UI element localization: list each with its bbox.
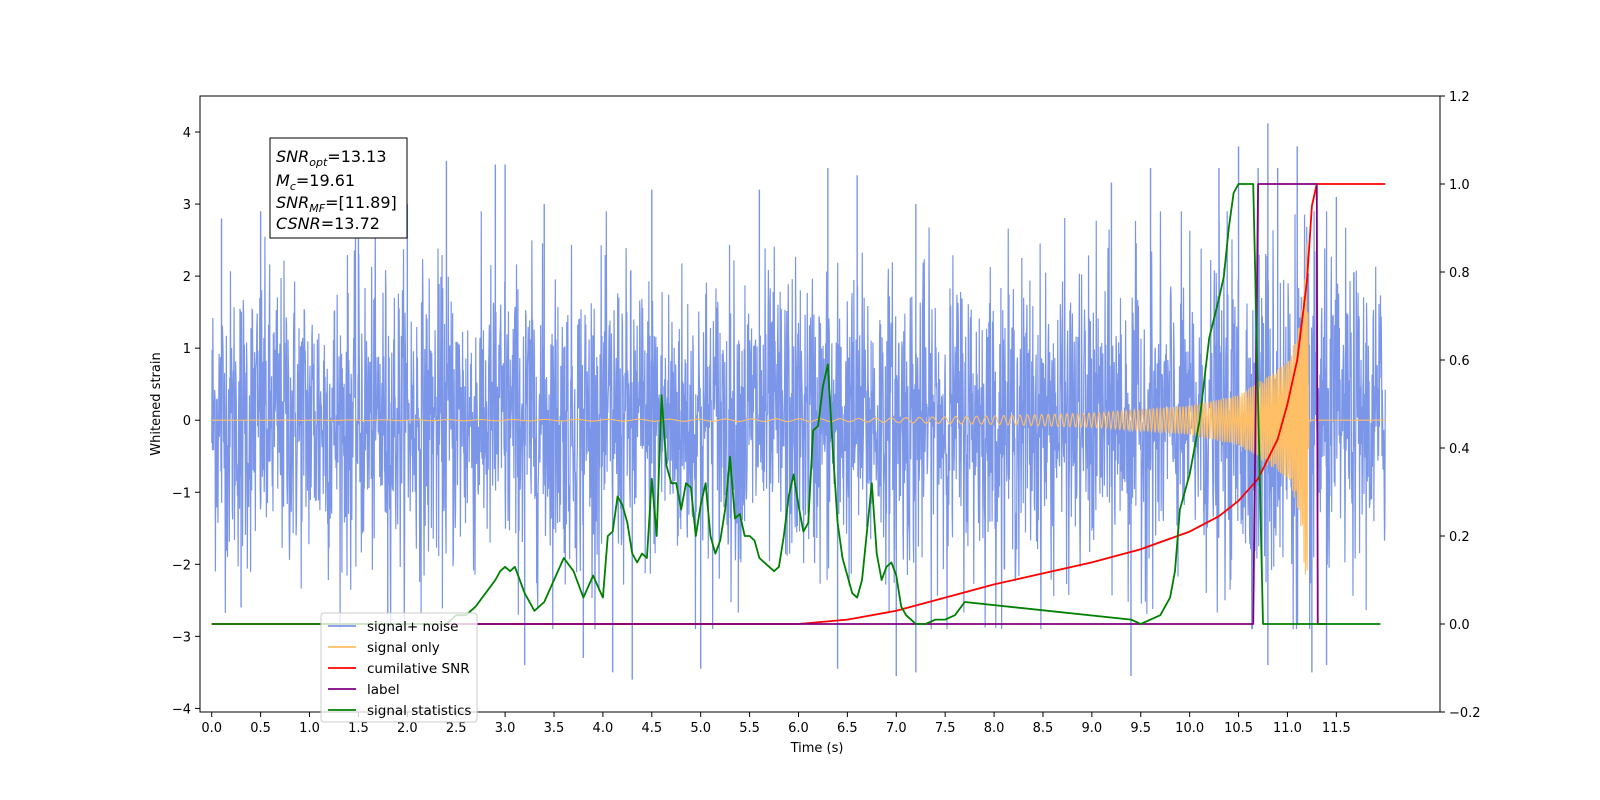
y-left-tick-label: −2 <box>172 558 191 573</box>
y-axis-label: Whitened strain <box>149 352 164 455</box>
series-group <box>211 123 1386 680</box>
x-tick-label: 7.5 <box>935 721 956 736</box>
y-left-tick-label: 4 <box>183 126 191 141</box>
x-axis-label: Time (s) <box>790 741 844 756</box>
y-left-tick-label: −3 <box>172 630 191 645</box>
series-signal-statistics-line <box>211 183 1381 625</box>
annotation-csnr: CSNR=13.72 <box>276 214 380 233</box>
series-cumulative-snr-line <box>211 183 1386 625</box>
csnr-symbol: CSNR <box>276 214 321 233</box>
x-tick-label: 8.5 <box>1033 721 1054 736</box>
y-right-tick-label: 0.6 <box>1449 354 1470 369</box>
legend: signal+ noise signal only cumilative SNR la… <box>320 612 478 723</box>
annotation-snr-opt: SNRopt=13.13 <box>276 147 387 169</box>
x-tick-label: 3.0 <box>495 721 516 736</box>
x-tick-label: 1.5 <box>348 721 369 736</box>
x-tick-label: 11.5 <box>1322 721 1351 736</box>
x-axis: 0.0 0.5 1.0 1.5 2.0 2.5 3.0 3.5 4.0 4.5 5.0 5.5 6.0 6… <box>201 712 1351 736</box>
snr-opt-value: =13.13 <box>327 147 386 166</box>
x-tick-label: 10.5 <box>1224 721 1253 736</box>
y-right-tick-label: −0.2 <box>1449 706 1481 721</box>
legend-label: label <box>367 682 400 698</box>
x-tick-label: 9.0 <box>1082 721 1103 736</box>
x-tick-label: 4.0 <box>593 721 614 736</box>
x-tick-label: 4.5 <box>641 721 662 736</box>
x-tick-label: 0.5 <box>250 721 271 736</box>
x-tick-label: 6.5 <box>837 721 858 736</box>
series-signal-only-line <box>211 243 1386 575</box>
x-tick-label: 2.0 <box>397 721 418 736</box>
x-tick-label: 7.0 <box>886 721 907 736</box>
x-tick-label: 6.0 <box>788 721 809 736</box>
mc-subscript: c <box>290 180 296 193</box>
y-axis-right: 1.2 1.0 0.8 0.6 0.4 0.2 0.0 −0.2 <box>1440 90 1481 721</box>
mc-symbol: M <box>276 171 290 190</box>
y-left-tick-label: −1 <box>172 486 191 501</box>
x-tick-label: 8.0 <box>984 721 1005 736</box>
annotation-mc: Mc=19.61 <box>276 171 355 193</box>
y-right-tick-label: 0.8 <box>1449 266 1470 281</box>
y-left-tick-label: −4 <box>172 702 191 717</box>
snr-opt-subscript: opt <box>309 156 328 169</box>
legend-label: signal+ noise <box>367 619 458 635</box>
y-left-tick-label: 3 <box>183 198 191 213</box>
x-tick-label: 3.5 <box>544 721 565 736</box>
legend-label: cumilative SNR <box>367 661 470 677</box>
mc-value: =19.61 <box>296 171 355 190</box>
y-right-tick-label: 1.2 <box>1449 90 1470 105</box>
series-layer <box>211 123 1386 680</box>
y-axis-left: 4 3 2 1 0 −1 −2 −3 −4 <box>172 126 200 717</box>
x-tick-label: 5.5 <box>739 721 760 736</box>
snr-mf-symbol: SNR <box>276 193 309 212</box>
legend-frame <box>320 612 478 723</box>
legend-label: signal statistics <box>367 703 471 719</box>
x-tick-label: 5.0 <box>690 721 711 736</box>
snr-mf-subscript: MF <box>309 202 325 215</box>
y-right-tick-label: 0.0 <box>1449 618 1470 633</box>
y-right-tick-label: 0.4 <box>1449 442 1470 457</box>
y-left-tick-label: 2 <box>183 270 191 285</box>
plot-frame <box>199 95 1441 713</box>
x-tick-label: 0.0 <box>201 721 222 736</box>
annotation-snr-mf: SNRMF=[11.89] <box>276 193 397 215</box>
x-tick-label: 2.5 <box>446 721 467 736</box>
y-left-tick-label: 0 <box>183 414 191 429</box>
y-left-tick-label: 1 <box>183 342 191 357</box>
snr-opt-symbol: SNR <box>276 147 309 166</box>
y-right-tick-label: 1.0 <box>1449 178 1470 193</box>
x-tick-label: 1.0 <box>299 721 320 736</box>
x-tick-label: 11.0 <box>1273 721 1302 736</box>
y-right-tick-label: 0.2 <box>1449 530 1470 545</box>
snr-mf-value: =[11.89] <box>325 193 397 212</box>
x-tick-label: 9.5 <box>1130 721 1151 736</box>
annotation-box: SNRopt=13.13 Mc=19.61 SNRMF=[11.89] CSNR… <box>269 137 408 239</box>
csnr-value: =13.72 <box>321 214 380 233</box>
legend-label: signal only <box>367 640 440 656</box>
x-tick-label: 10.0 <box>1175 721 1204 736</box>
annotation-frame <box>269 137 408 239</box>
